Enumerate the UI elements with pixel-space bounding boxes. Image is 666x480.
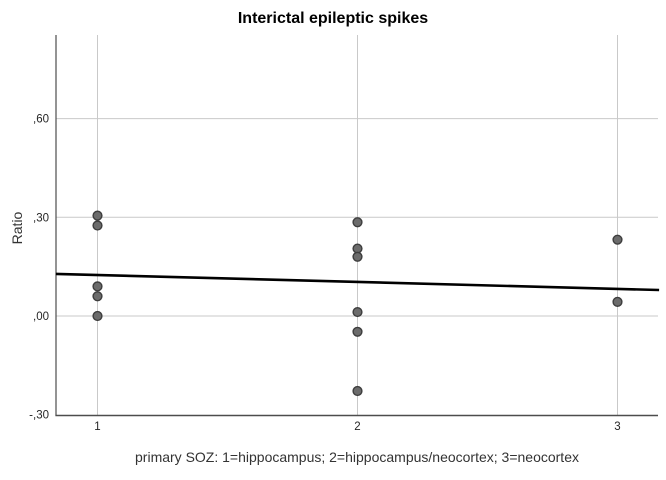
x-tick-label: 3 bbox=[614, 421, 620, 433]
data-point bbox=[92, 291, 103, 302]
data-point bbox=[352, 385, 363, 397]
data-point bbox=[352, 243, 363, 254]
x-axis-title: primary SOZ: 1=hippocampus; 2=hippocampu… bbox=[135, 449, 579, 465]
data-point bbox=[92, 220, 103, 231]
data-point bbox=[352, 217, 363, 228]
y-tick-label: -,30 bbox=[29, 410, 49, 422]
y-axis-title: Ratio bbox=[9, 211, 25, 245]
data-point bbox=[612, 296, 623, 307]
data-point bbox=[92, 310, 103, 322]
data-point bbox=[352, 251, 363, 262]
data-point bbox=[92, 210, 103, 221]
fit-line bbox=[55, 272, 660, 292]
y-tick-label: ,60 bbox=[33, 114, 49, 126]
data-point bbox=[92, 281, 103, 292]
x-tick-label: 2 bbox=[354, 421, 360, 433]
data-point bbox=[352, 326, 363, 337]
data-point bbox=[612, 234, 623, 245]
y-tick-label: ,00 bbox=[33, 311, 49, 323]
y-tick-label: ,30 bbox=[33, 212, 49, 224]
data-point bbox=[352, 306, 363, 318]
chart-title: Interictal epileptic spikes bbox=[237, 10, 429, 27]
x-tick-label: 1 bbox=[94, 421, 100, 433]
